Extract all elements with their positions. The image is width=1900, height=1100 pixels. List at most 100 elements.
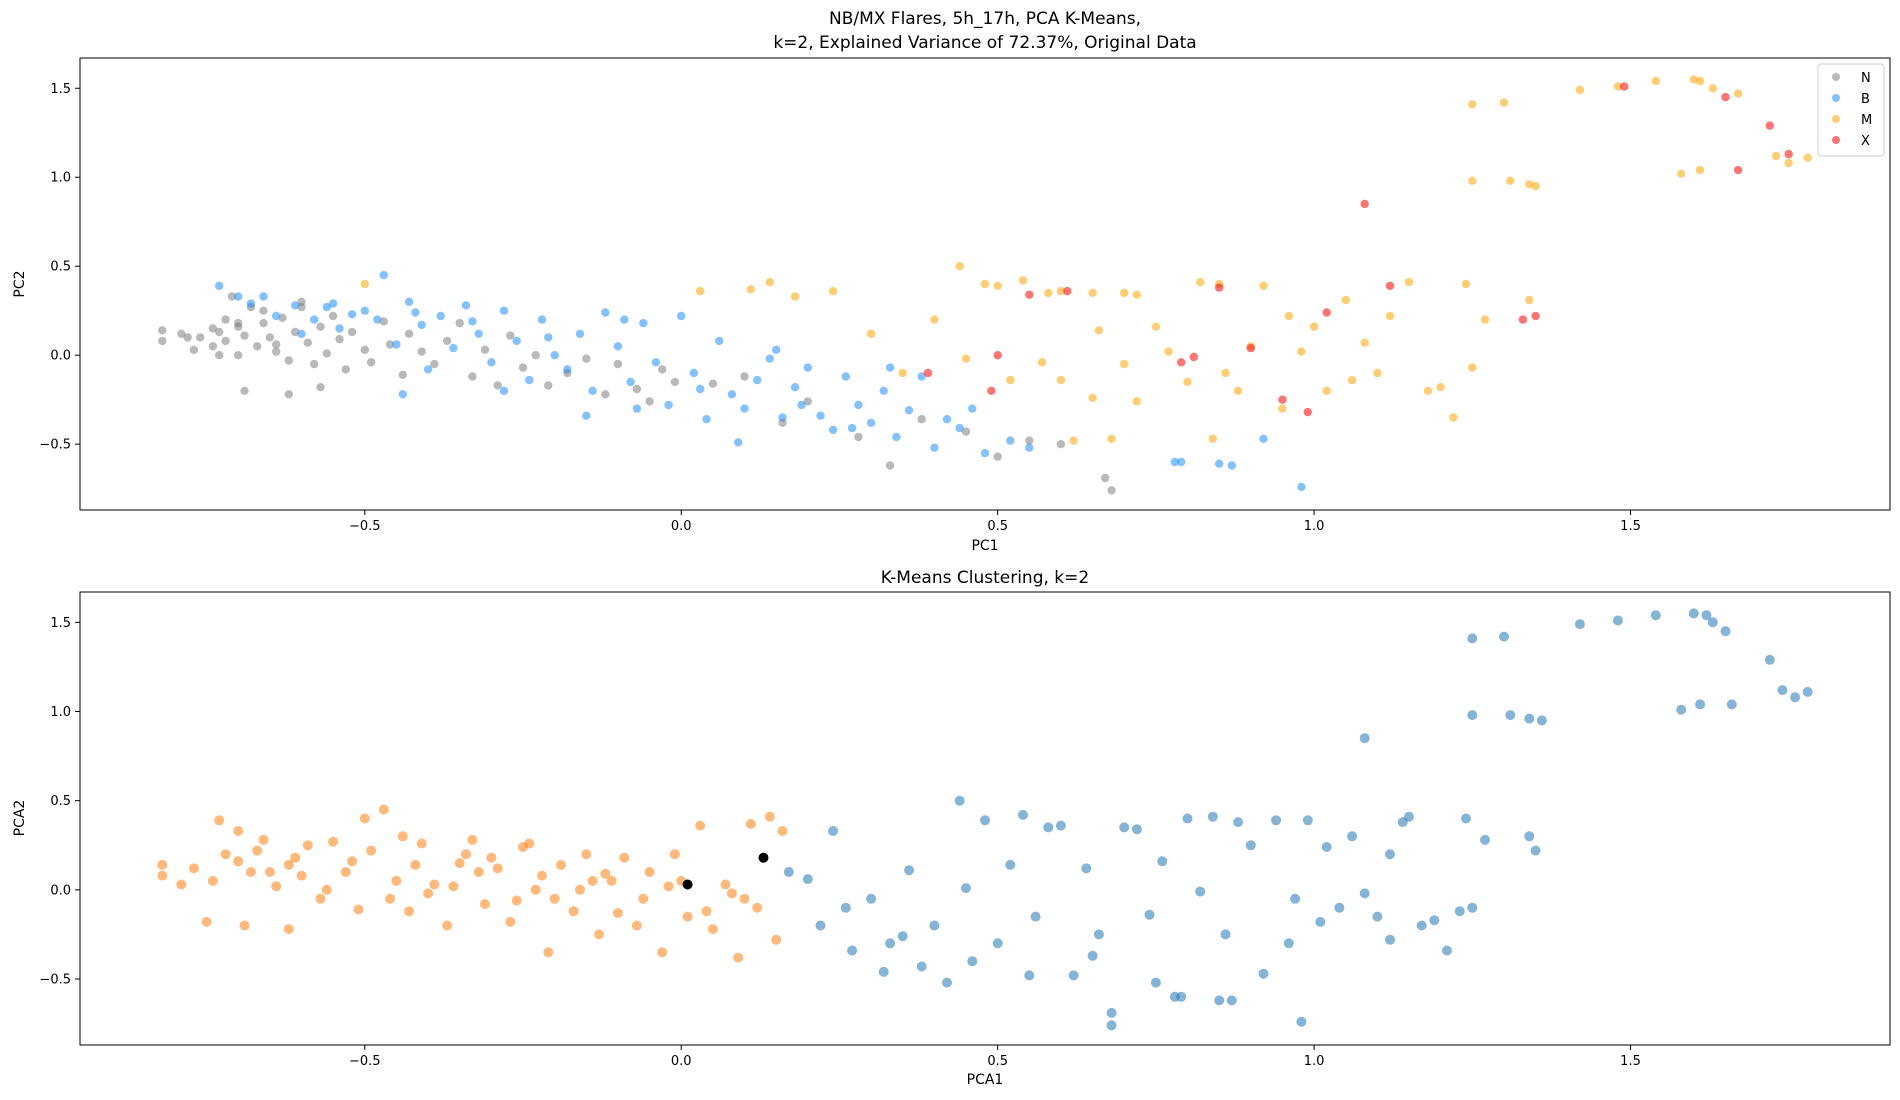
top-data-point (613, 342, 623, 351)
top-data-point (677, 311, 686, 321)
bottom-data-point (366, 845, 377, 856)
top-data-point (1480, 315, 1490, 324)
top-data-point (1189, 352, 1199, 362)
top-data-point (980, 448, 990, 458)
top-data-point (1063, 286, 1072, 296)
bottom-data-point (682, 911, 693, 922)
top-title-line2: k=2, Explained Variance of 72.37%, Origi… (773, 33, 1196, 53)
top-data-point (1120, 288, 1129, 298)
bottom-data-point (1233, 817, 1244, 828)
top-data-point (790, 292, 800, 301)
top-data-point (664, 400, 673, 410)
bottom-data-point (1245, 840, 1256, 851)
top-data-point (278, 313, 287, 322)
bottom-data-point (644, 867, 655, 877)
bottom-data-point (1499, 631, 1509, 642)
bottom-data-point (347, 856, 358, 867)
top-data-point (468, 317, 477, 326)
top-data-point (525, 375, 534, 385)
top-data-point (854, 432, 863, 442)
top-data-point (1525, 295, 1534, 305)
legend-label-b: B (1861, 92, 1870, 107)
top-y-ticks: −0.5 0.0 0.5 1.0 1.5 (39, 82, 80, 453)
legend-entry-n: N (1832, 71, 1871, 86)
top-data-point (291, 327, 300, 337)
top-data-point (215, 281, 224, 290)
top-data-point (1284, 311, 1294, 321)
bottom-data-point (657, 947, 668, 958)
bottom-data-point (1081, 863, 1092, 874)
top-data-point (1360, 338, 1369, 347)
bottom-data-point (397, 831, 408, 842)
bottom-data-point (1334, 902, 1345, 913)
top-data-point (582, 411, 591, 420)
y-tick-label: 1.0 (50, 705, 71, 720)
bottom-data-point (587, 875, 598, 886)
bottom-data-point (1106, 1007, 1117, 1018)
top-points-layer (158, 75, 1812, 495)
bottom-data-point (1024, 970, 1035, 981)
bottom-data-point (524, 838, 535, 849)
top-data-point (493, 381, 502, 390)
top-data-point (917, 415, 926, 424)
bottom-data-point (1790, 692, 1801, 703)
bottom-data-point (1271, 815, 1282, 826)
top-data-point (417, 347, 426, 356)
top-data-point (221, 315, 230, 324)
y-tick-label: 0.5 (50, 260, 71, 275)
bottom-data-point (1018, 809, 1028, 820)
top-data-point (765, 278, 774, 287)
top-data-point (702, 415, 711, 424)
bottom-data-point (454, 858, 465, 869)
top-data-point (215, 351, 224, 360)
top-data-point (1322, 386, 1331, 395)
top-data-point (360, 306, 369, 315)
y-tick-label: 0.0 (50, 883, 71, 898)
bottom-data-point (321, 884, 332, 895)
top-data-point (259, 318, 268, 328)
top-data-point (316, 322, 325, 331)
bottom-data-point (410, 859, 421, 870)
bottom-data-point (1372, 911, 1383, 922)
top-data-point (1721, 92, 1730, 102)
bottom-data-point (847, 945, 858, 956)
bottom-data-point (783, 867, 794, 877)
legend-entry-m: M (1832, 113, 1872, 128)
top-data-point (1423, 386, 1433, 395)
top-data-point (1056, 440, 1066, 449)
bottom-data-point (1764, 654, 1775, 665)
bottom-subplot: K-Means Clustering, k=2 −0.5 0.0 0.5 1.0 1.5… (12, 568, 1891, 1088)
top-data-point (961, 427, 971, 436)
top-data-point (1088, 393, 1097, 403)
bottom-data-point (1030, 911, 1041, 922)
top-data-point (234, 292, 243, 301)
bottom-data-point (239, 920, 250, 931)
bottom-data-point (480, 899, 490, 910)
top-data-point (582, 354, 591, 363)
top-data-point (265, 333, 275, 342)
top-data-point (601, 390, 610, 399)
top-data-point (993, 452, 1002, 461)
top-data-point (1006, 436, 1015, 445)
bottom-data-point (1416, 920, 1427, 931)
bottom-data-point (1176, 991, 1187, 1002)
top-data-point (303, 338, 312, 347)
bottom-data-point (771, 934, 782, 945)
top-data-point (803, 397, 812, 406)
top-data-point (480, 345, 490, 354)
bottom-data-point (473, 867, 484, 877)
top-data-point (847, 423, 857, 433)
top-data-point (461, 301, 471, 310)
top-data-point (1259, 434, 1268, 443)
bottom-data-point (1505, 710, 1516, 721)
top-data-point (1436, 383, 1445, 392)
bottom-data-point (201, 916, 212, 927)
top-data-point (879, 386, 888, 395)
top-data-point (1620, 82, 1629, 91)
top-data-point (1385, 311, 1395, 321)
top-data-point (347, 310, 357, 319)
top-data-point (1297, 482, 1306, 492)
top-data-point (898, 368, 907, 378)
bottom-centroid-point (682, 879, 693, 890)
bottom-data-point (1087, 950, 1098, 961)
